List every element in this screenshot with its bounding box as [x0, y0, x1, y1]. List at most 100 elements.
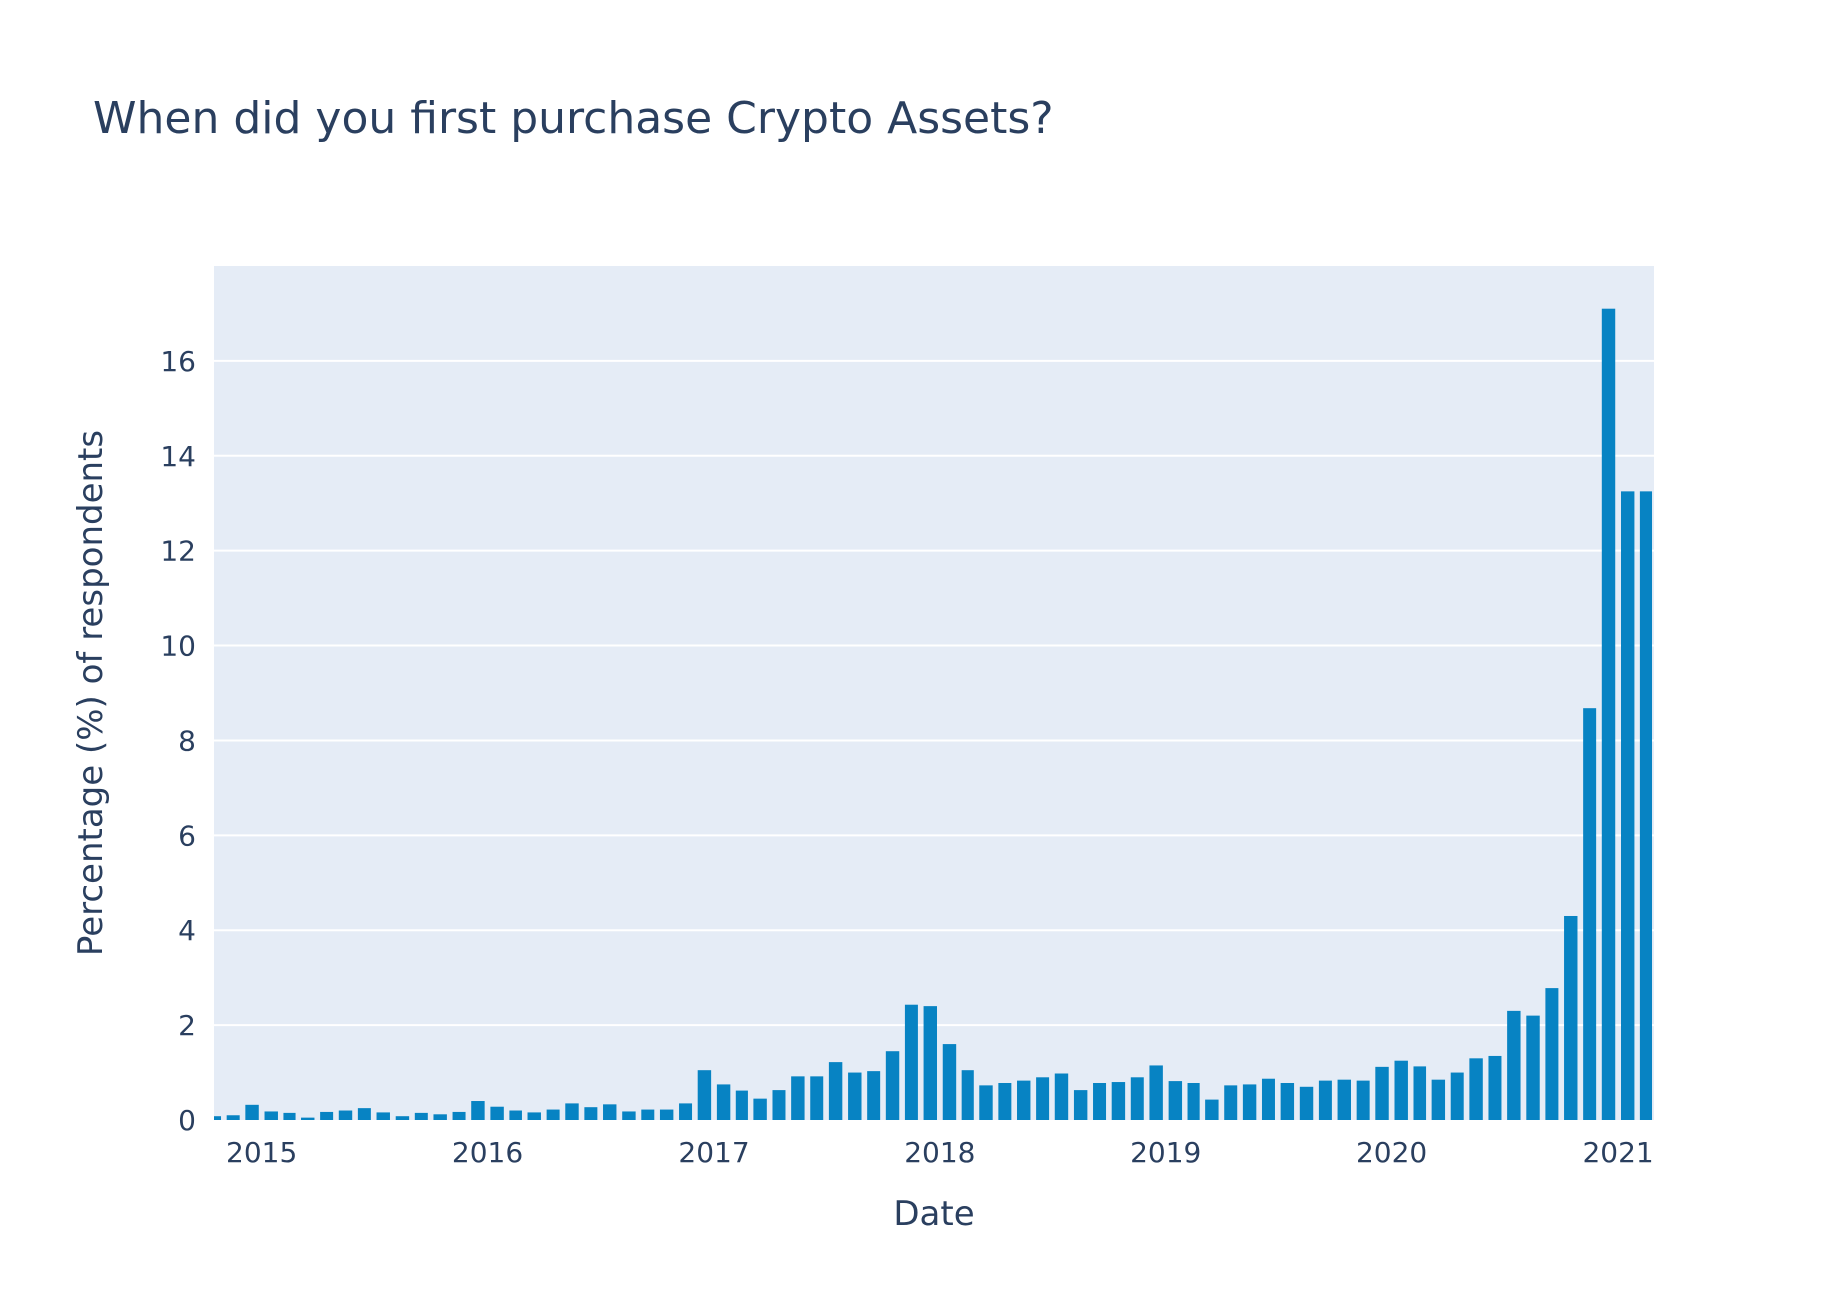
- bar-2019-10[interactable]: [1337, 1079, 1351, 1120]
- bar-2018-06[interactable]: [1036, 1077, 1050, 1120]
- y-axis-title: Percentage (%) of respondents: [71, 430, 111, 956]
- bars: [214, 308, 1653, 1121]
- x-tick-label: 2018: [904, 1136, 975, 1169]
- x-tick-label: 2020: [1356, 1136, 1427, 1169]
- x-axis-title: Date: [893, 1194, 974, 1234]
- bar-2015-09[interactable]: [414, 1112, 428, 1120]
- gridlines: [214, 359, 1654, 1027]
- bar-2020-04[interactable]: [1450, 1072, 1464, 1120]
- bar-2018-07[interactable]: [1054, 1073, 1069, 1120]
- bar-2019-06[interactable]: [1261, 1078, 1275, 1120]
- bar-2015-11[interactable]: [452, 1111, 466, 1120]
- x-tick-label: 2017: [678, 1136, 749, 1169]
- bar-2016-10[interactable]: [659, 1109, 674, 1120]
- bar-2016-03[interactable]: [527, 1112, 541, 1120]
- bar-2015-08[interactable]: [395, 1116, 410, 1120]
- bar-2015-07[interactable]: [376, 1112, 390, 1120]
- bar-2020-10[interactable]: [1564, 915, 1578, 1120]
- bar-2019-08[interactable]: [1299, 1086, 1314, 1120]
- bar-2019-04[interactable]: [1224, 1085, 1238, 1120]
- bar-2019-05[interactable]: [1242, 1084, 1257, 1120]
- bar-2017-11[interactable]: [904, 1004, 918, 1120]
- bar-2019-03[interactable]: [1205, 1099, 1219, 1120]
- bar-2016-07[interactable]: [603, 1104, 617, 1120]
- bar-2017-03[interactable]: [753, 1098, 767, 1120]
- bar-2020-06[interactable]: [1488, 1055, 1502, 1120]
- y-tick-label: 2: [178, 1009, 196, 1042]
- y-tick-label: 0: [178, 1104, 196, 1137]
- bar-2020-01[interactable]: [1394, 1060, 1408, 1120]
- bar-2017-10[interactable]: [885, 1051, 900, 1120]
- x-tick-label: 2019: [1130, 1136, 1201, 1169]
- bar-2020-11[interactable]: [1583, 708, 1597, 1120]
- bar-2014-10[interactable]: [214, 1116, 222, 1120]
- plot-area: [214, 266, 1654, 1120]
- bar-2016-09[interactable]: [641, 1109, 655, 1120]
- bar-2018-05[interactable]: [1017, 1080, 1031, 1120]
- bar-2016-12[interactable]: [697, 1070, 712, 1120]
- bar-2017-09[interactable]: [867, 1071, 881, 1120]
- bar-2015-02[interactable]: [283, 1112, 296, 1120]
- bar-2021-01[interactable]: [1620, 491, 1635, 1121]
- bar-2018-10[interactable]: [1111, 1082, 1126, 1120]
- bar-2020-08[interactable]: [1526, 1015, 1540, 1120]
- bar-2020-12[interactable]: [1601, 308, 1616, 1120]
- bar-2017-05[interactable]: [791, 1076, 805, 1120]
- bar-2016-05[interactable]: [565, 1103, 579, 1120]
- y-tick-label: 12: [160, 535, 196, 568]
- bar-2015-10[interactable]: [433, 1114, 447, 1120]
- y-tick-label: 10: [160, 630, 196, 663]
- bar-2017-02[interactable]: [735, 1090, 748, 1120]
- bar-2018-09[interactable]: [1093, 1082, 1107, 1120]
- bar-2017-12[interactable]: [923, 1006, 938, 1120]
- bar-2015-06[interactable]: [357, 1108, 371, 1120]
- bar-2017-01[interactable]: [716, 1084, 731, 1120]
- bar-2018-11[interactable]: [1130, 1077, 1144, 1120]
- bar-2016-11[interactable]: [679, 1103, 693, 1120]
- bar-2016-04[interactable]: [546, 1109, 560, 1120]
- bar-2019-12[interactable]: [1375, 1066, 1389, 1120]
- bar-2015-01[interactable]: [264, 1111, 278, 1120]
- bar-2016-08[interactable]: [622, 1111, 636, 1120]
- bar-2021-02[interactable]: [1639, 491, 1653, 1121]
- bar-2019-09[interactable]: [1318, 1080, 1332, 1120]
- bar-2020-02[interactable]: [1413, 1066, 1427, 1120]
- bar-2018-04[interactable]: [998, 1082, 1012, 1120]
- bar-2016-01[interactable]: [490, 1106, 504, 1120]
- bar-2016-02[interactable]: [509, 1110, 522, 1120]
- bar-2019-02[interactable]: [1187, 1082, 1200, 1120]
- x-tick-label: 2016: [452, 1136, 523, 1169]
- bar-2020-09[interactable]: [1545, 988, 1559, 1120]
- x-axis-ticks: 2015 2016 2017 2018 2019 2020 2021: [226, 1136, 1654, 1169]
- bar-2020-03[interactable]: [1431, 1079, 1446, 1120]
- bar-2019-01[interactable]: [1168, 1081, 1183, 1120]
- bar-2014-11[interactable]: [226, 1115, 240, 1120]
- y-tick-label: 8: [178, 724, 196, 757]
- bar-2017-07[interactable]: [828, 1062, 843, 1120]
- bar-2018-02[interactable]: [961, 1070, 974, 1120]
- bar-2015-03[interactable]: [301, 1117, 315, 1120]
- bar-2019-11[interactable]: [1356, 1080, 1370, 1120]
- bar-2017-06[interactable]: [810, 1076, 824, 1120]
- bar-2018-01[interactable]: [942, 1044, 957, 1120]
- x-tick-label: 2021: [1582, 1136, 1653, 1169]
- y-tick-label: 6: [178, 819, 196, 852]
- bar-2019-07[interactable]: [1280, 1082, 1295, 1120]
- bar-2020-07[interactable]: [1507, 1010, 1521, 1120]
- x-tick-label: 2015: [226, 1136, 297, 1169]
- bar-2015-04[interactable]: [320, 1111, 334, 1120]
- bar-2014-12[interactable]: [245, 1104, 259, 1120]
- bar-2018-12[interactable]: [1149, 1065, 1163, 1120]
- bar-2015-05[interactable]: [338, 1110, 353, 1120]
- bar-2018-08[interactable]: [1073, 1090, 1088, 1120]
- bar-2017-04[interactable]: [772, 1090, 786, 1120]
- y-tick-label: 4: [178, 914, 196, 947]
- bar-2015-12[interactable]: [471, 1101, 485, 1120]
- bar-2020-05[interactable]: [1469, 1058, 1483, 1120]
- bar-2017-08[interactable]: [848, 1072, 862, 1120]
- bar-2016-06[interactable]: [584, 1107, 598, 1120]
- bar-2018-03[interactable]: [979, 1085, 993, 1120]
- y-tick-label: 16: [160, 345, 196, 378]
